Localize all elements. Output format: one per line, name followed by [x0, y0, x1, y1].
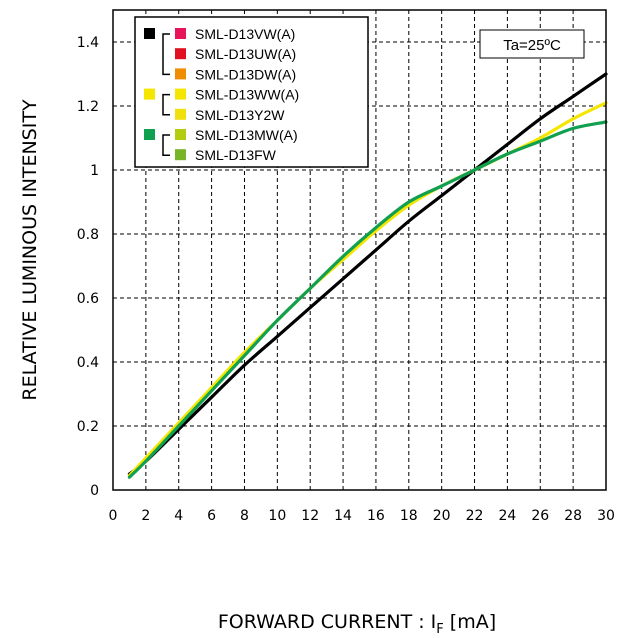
legend-group-bracket-1	[162, 93, 170, 116]
y-tick-label: 0.4	[77, 355, 99, 371]
y-tick-label: 0	[90, 483, 99, 499]
x-axis-ticks: 0 2 4 6 8 10 12 14 16 18 20 22 24 26 28 30	[109, 508, 615, 524]
legend-swatch	[175, 88, 186, 100]
x-tick-label: 16	[367, 508, 385, 524]
y-tick-label: 1	[90, 163, 99, 179]
legend-swatch	[175, 28, 186, 39]
x-axis-title-main: FORWARD CURRENT : I	[218, 611, 436, 633]
legend-group-bracket-2	[162, 134, 170, 156]
y-tick-label: 0.6	[77, 291, 99, 307]
y-axis-title: RELATIVE LUMINOUS INTENSITY	[19, 99, 41, 401]
x-tick-label: 8	[240, 508, 249, 524]
legend-group-swatch-0	[144, 28, 155, 39]
x-tick-label: 10	[268, 508, 286, 524]
x-tick-label: 28	[564, 508, 582, 524]
series-lines	[127, 72, 608, 479]
legend-label: SML-D13DW(A)	[195, 66, 296, 82]
series-line-2	[127, 120, 608, 479]
series-line-0	[127, 72, 608, 476]
legend-label: SML-D13FW	[195, 147, 277, 163]
x-tick-label: 20	[433, 508, 451, 524]
legend: SML-D13VW(A) SML-D13UW(A) SML-D13DW(A) SML-…	[134, 16, 369, 168]
legend-swatch	[175, 68, 186, 80]
legend-label: SML-D13Y2W	[195, 107, 285, 123]
x-tick-label: 14	[334, 508, 352, 524]
x-tick-label: 0	[109, 508, 118, 524]
x-tick-label: 4	[174, 508, 183, 524]
y-tick-label: 1.4	[77, 35, 99, 51]
y-tick-label: 0.2	[77, 419, 99, 435]
x-tick-label: 6	[207, 508, 216, 524]
x-tick-label: 2	[141, 508, 150, 524]
legend-label: SML-D13WW(A)	[195, 87, 299, 103]
y-axis-ticks: 0 0.2 0.4 0.6 0.8 1 1.2 1.4	[77, 35, 99, 499]
legend-label: SML-D13VW(A)	[195, 26, 295, 42]
x-axis-title-unit: [mA]	[444, 611, 496, 633]
x-tick-label: 18	[400, 508, 418, 524]
y-tick-label: 0.8	[77, 227, 99, 243]
annotation-box	[479, 29, 585, 59]
legend-swatch	[175, 108, 186, 120]
legend-box	[134, 16, 369, 168]
y-tick-label: 1.2	[77, 99, 99, 115]
legend-swatch	[175, 48, 186, 60]
x-tick-label: 26	[531, 508, 549, 524]
legend-swatch	[175, 149, 186, 161]
x-axis-title: FORWARD CURRENT : IF [mA]	[218, 611, 496, 637]
legend-group-bracket-0	[162, 33, 170, 76]
x-tick-label: 30	[597, 508, 615, 524]
temperature-annotation: Ta=25ºC	[479, 29, 585, 59]
plot-frame	[112, 9, 607, 491]
x-axis-title-subscript: F	[436, 622, 443, 637]
annotation-text: Ta=25ºC	[503, 37, 561, 54]
legend-group-swatch-1	[144, 88, 155, 100]
legend-swatch	[175, 129, 186, 140]
x-tick-label: 22	[466, 508, 484, 524]
x-tick-label: 24	[498, 508, 516, 524]
legend-group-swatch-2	[144, 129, 155, 140]
legend-label: SML-D13UW(A)	[195, 46, 296, 62]
legend-label: SML-D13MW(A)	[195, 127, 298, 143]
x-tick-label: 12	[301, 508, 319, 524]
